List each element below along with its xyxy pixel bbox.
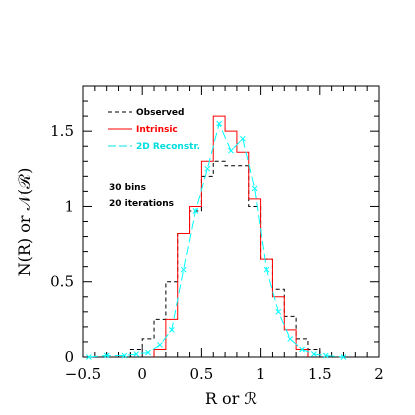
marker-stroke (287, 336, 294, 342)
y-tick-label: 1.5 (50, 122, 74, 140)
annotation-bins: 30 bins (109, 183, 146, 193)
x-tick-label: 1 (256, 365, 266, 383)
series-2-line (88, 122, 344, 358)
series-2-marker (251, 185, 258, 192)
series-layer (86, 115, 347, 360)
marker-stroke (145, 349, 151, 356)
annotation-iterations: 20 iterations (109, 199, 174, 209)
marker-stroke (311, 351, 317, 357)
marker-stroke (86, 354, 92, 360)
series-1-step-line (153, 115, 309, 357)
y-tick-labels: 0 0.5 1 1.5 (50, 122, 74, 366)
series-2-marker (121, 352, 128, 359)
series-2-marker (157, 342, 163, 348)
marker-stroke (133, 351, 140, 357)
x-tick-label: 0.5 (189, 365, 213, 383)
series-2-marker (216, 120, 223, 127)
marker-stroke (168, 327, 175, 333)
series-2-marker (204, 165, 211, 172)
series-2-marker (103, 352, 110, 359)
plot-frame (82, 85, 380, 358)
series-0-step-line (129, 160, 321, 357)
marker-stroke (239, 135, 246, 142)
y-tick-label: 1 (64, 197, 74, 215)
marker-stroke (204, 165, 211, 172)
series-2-marker (299, 346, 305, 353)
series-2-marker (287, 336, 294, 342)
legend-label-intrinsic: Intrinsic (136, 125, 178, 135)
series-2-marker (239, 135, 246, 142)
series-2-marker (180, 266, 187, 273)
x-tick-label: 1.5 (308, 365, 332, 383)
y-axis-title: N(R) or 𝒩(ℛ) (15, 168, 34, 277)
series-2-marker (145, 349, 151, 356)
marker-stroke (322, 352, 329, 359)
marker-stroke (275, 308, 282, 315)
series-2-marker (275, 308, 282, 315)
legend-label-reconstruction: 2D Reconstr. (136, 142, 200, 152)
x-tick-label: 0 (137, 365, 147, 383)
marker-stroke (180, 266, 187, 273)
axis-ticks (82, 85, 380, 358)
series-2-marker (340, 354, 347, 360)
marker-stroke (103, 352, 110, 359)
legend: Observed Intrinsic 2D Reconstr. (108, 108, 200, 152)
series-2-marker (228, 147, 234, 154)
marker-stroke (192, 208, 199, 214)
marker-stroke (251, 185, 258, 192)
series-2-marker (311, 351, 317, 357)
series-2-marker (133, 351, 140, 357)
series-2-marker (322, 352, 329, 359)
series-2-marker (86, 354, 92, 360)
legend-label-observed: Observed (136, 108, 184, 118)
marker-stroke (263, 266, 270, 273)
marker-stroke (340, 354, 347, 360)
y-tick-label: 0.5 (50, 273, 74, 291)
series-2-marker (192, 208, 199, 214)
x-tick-labels: −0.5 0 0.5 1 1.5 2 (65, 365, 384, 383)
marker-stroke (228, 147, 234, 154)
marker-stroke (299, 346, 305, 353)
y-tick-label: 0 (64, 348, 74, 366)
x-tick-label: −0.5 (65, 365, 101, 383)
x-axis-title: R or ℛ (205, 389, 258, 408)
x-tick-label: 2 (374, 365, 384, 383)
series-2-marker (168, 327, 175, 333)
series-2-marker (263, 266, 270, 273)
marker-stroke (216, 120, 223, 127)
marker-stroke (121, 352, 128, 359)
marker-stroke (157, 342, 163, 348)
